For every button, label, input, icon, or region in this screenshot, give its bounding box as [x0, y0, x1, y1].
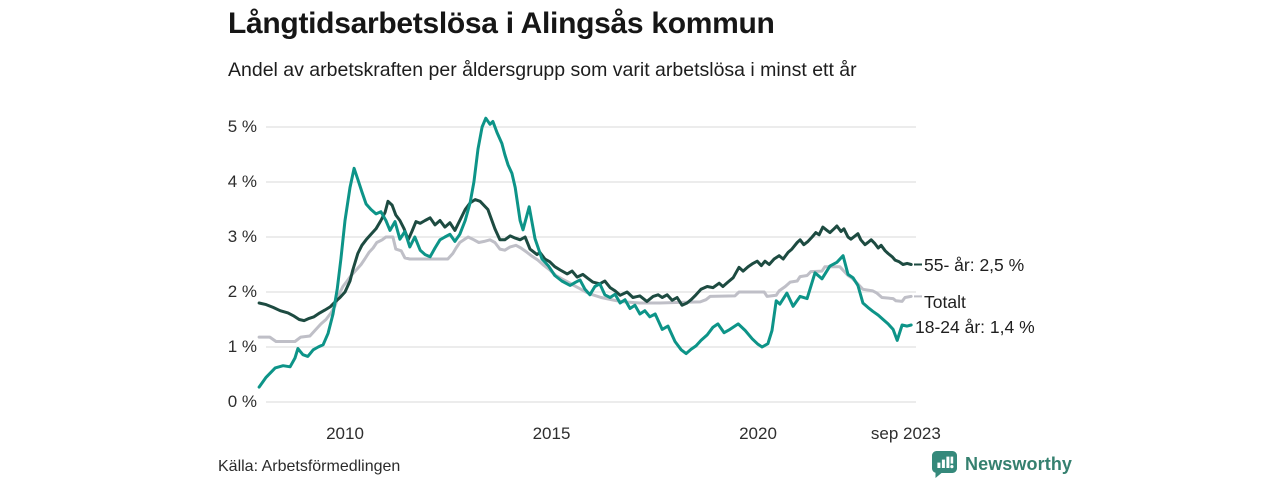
y-axis-tick-label: 3 %: [227, 227, 257, 246]
x-axis-tick-label: 2015: [532, 424, 571, 443]
x-axis-tick-label: sep 2023: [870, 424, 941, 443]
series-line-18-24-r: [257, 116, 913, 389]
bar-chart-speech-bubble-icon: [932, 451, 957, 478]
x-axis-tick-label: 2010: [326, 424, 364, 443]
brand-logo: Newsworthy: [931, 450, 1072, 479]
x-axis-tick-label: 2020: [739, 424, 777, 443]
page-title: Långtidsarbetslösa i Alingsås kommun: [228, 7, 775, 40]
series-line-55-r: [257, 198, 913, 323]
y-axis-tick-label: 5 %: [227, 117, 257, 136]
series-label-18-24: 18-24 år: 1,4 %: [915, 317, 1035, 337]
y-axis-tick-label: 0 %: [227, 392, 257, 411]
chart-subtitle: Andel av arbetskraften per åldersgrupp s…: [228, 59, 857, 81]
y-axis-tick-label: 1 %: [227, 337, 257, 356]
series-line-totalt: [257, 235, 913, 343]
series-label-totalt: Totalt: [924, 292, 966, 312]
brand-name: Newsworthy: [965, 454, 1073, 474]
y-axis-tick-label: 4 %: [227, 172, 257, 191]
y-axis-tick-label: 2 %: [227, 282, 257, 301]
source-label: Källa: Arbetsförmedlingen: [218, 458, 401, 475]
series-label-55: 55- år: 2,5 %: [924, 255, 1025, 275]
